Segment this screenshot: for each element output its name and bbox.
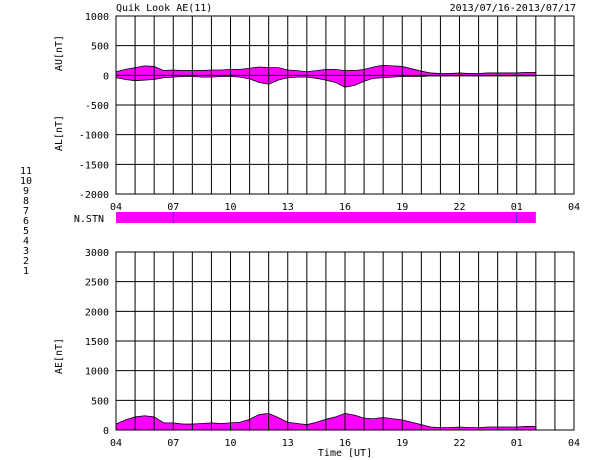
station-number: 7 (23, 206, 29, 217)
y-tick-label: 0 (103, 426, 109, 437)
station-number: 10 (20, 176, 32, 187)
station-number: 4 (23, 236, 29, 247)
station-number: 6 (23, 216, 29, 227)
station-bar-panel: N.STN (74, 212, 536, 225)
x-tick-label: 13 (282, 438, 294, 449)
y-axis-label-au: AU[nT] (54, 35, 65, 71)
station-number: 3 (23, 246, 29, 257)
y-tick-label: -500 (85, 101, 109, 112)
x-tick-label: 16 (339, 202, 351, 213)
x-tick-label: 19 (396, 438, 408, 449)
station-number: 11 (20, 166, 32, 177)
x-tick-label: 07 (167, 202, 179, 213)
x-tick-label: 10 (224, 202, 236, 213)
station-bar (116, 212, 536, 223)
x-axis-label: Time [UT] (318, 448, 372, 459)
plot-frame (115, 251, 575, 431)
y-tick-label: 1000 (85, 12, 109, 23)
x-tick-label: 07 (167, 438, 179, 449)
y-axis-label-ae: AE[nT] (54, 338, 65, 374)
x-tick-label: 22 (453, 202, 465, 213)
station-number: 9 (23, 186, 29, 197)
station-number: 1 (23, 266, 29, 277)
x-tick-label: 01 (511, 438, 523, 449)
y-tick-label: 2500 (85, 278, 109, 289)
y-tick-label: 500 (91, 42, 109, 53)
y-axis-label-al: AL[nT] (54, 115, 65, 151)
y-tick-label: 0 (103, 71, 109, 82)
x-tick-label: 19 (396, 202, 408, 213)
y-tick-label: 2000 (85, 307, 109, 318)
x-tick-label: 01 (511, 202, 523, 213)
station-number: 2 (23, 256, 29, 267)
x-tick-label: 13 (282, 202, 294, 213)
y-tick-label: -1000 (79, 131, 109, 142)
y-tick-label: 1500 (85, 337, 109, 348)
y-tick-label: 1000 (85, 367, 109, 378)
x-tick-label: 10 (224, 438, 236, 449)
x-tick-label: 04 (110, 438, 122, 449)
plot-frame (115, 15, 575, 195)
x-tick-label: 16 (339, 438, 351, 449)
station-number: 5 (23, 226, 29, 237)
x-tick-label: 04 (568, 438, 580, 449)
station-label: N.STN (74, 214, 104, 225)
x-tick-label: 22 (453, 438, 465, 449)
y-tick-label: 3000 (85, 248, 109, 259)
y-tick-label: -1500 (79, 160, 109, 171)
x-tick-label: 04 (110, 202, 122, 213)
station-number: 8 (23, 196, 29, 207)
y-tick-label: 500 (91, 396, 109, 407)
y-tick-label: -2000 (79, 190, 109, 201)
date-range: 2013/07/16-2013/07/17 (450, 3, 576, 14)
chart-title: Quik Look AE(11) (116, 3, 212, 14)
x-tick-label: 04 (568, 202, 580, 213)
